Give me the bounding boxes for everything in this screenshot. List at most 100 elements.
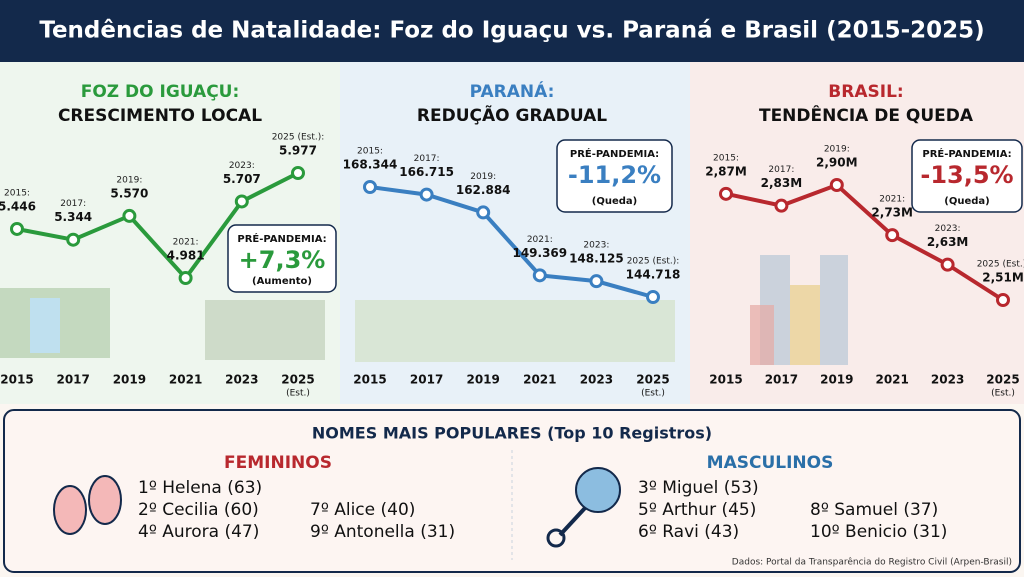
x-tick-label: 2021 bbox=[523, 373, 556, 387]
point-year: 2017: bbox=[60, 199, 86, 209]
chart-subtitle: TENDÊNCIA DE QUEDA bbox=[759, 104, 974, 126]
point-year: 2019: bbox=[116, 175, 142, 185]
point-year: 2023: bbox=[229, 161, 255, 171]
name-item: 5º Arthur (45) bbox=[638, 500, 756, 520]
value-label: 5.446 bbox=[0, 199, 36, 213]
x-tick-label: 2019 bbox=[820, 373, 853, 387]
value-label: 2,87M bbox=[705, 164, 747, 178]
name-item: 1º Helena (63) bbox=[138, 478, 262, 498]
point bbox=[646, 290, 660, 304]
name-item: 6º Ravi (43) bbox=[638, 522, 739, 542]
name-item: 8º Samuel (37) bbox=[810, 500, 938, 520]
value-label: 2,63M bbox=[927, 235, 969, 249]
line bbox=[369, 185, 654, 299]
value-label: 4.981 bbox=[167, 249, 205, 263]
point-year: 2021: bbox=[879, 195, 905, 205]
x-tick-label: 2017 bbox=[56, 373, 89, 387]
value-label: 5.570 bbox=[110, 186, 148, 200]
point bbox=[291, 166, 305, 180]
point bbox=[996, 293, 1010, 307]
point bbox=[419, 187, 434, 202]
point-year: 2017: bbox=[414, 154, 440, 164]
x-tick-label: 2025 bbox=[636, 373, 669, 387]
x-tick-note: (Est.) bbox=[991, 389, 1015, 399]
decoration bbox=[820, 255, 848, 365]
point bbox=[940, 257, 955, 272]
callout-value: -11,2% bbox=[568, 161, 661, 189]
value-label: 5.977 bbox=[279, 144, 317, 158]
chart-title: FOZ DO IGUAÇU: bbox=[81, 82, 240, 102]
decoration bbox=[355, 300, 675, 362]
chart-title: BRASIL: bbox=[828, 82, 903, 102]
callout-label: PRÉ-PANDEMIA: bbox=[237, 232, 326, 245]
callout-label: PRÉ-PANDEMIA: bbox=[922, 147, 1011, 160]
x-tick-note: (Est.) bbox=[286, 389, 310, 399]
names-panel bbox=[3, 409, 1021, 573]
source: Dados: Portal da Transparência do Regist… bbox=[732, 557, 1012, 568]
x-tick-label: 2017 bbox=[765, 373, 798, 387]
point bbox=[829, 178, 844, 192]
point-year: 2015: bbox=[4, 188, 30, 198]
line bbox=[16, 171, 299, 282]
callout-value: -13,5% bbox=[920, 161, 1013, 189]
chart-title: PARANÁ: bbox=[470, 80, 555, 102]
value-label: 144.718 bbox=[626, 268, 681, 282]
x-tick-label: 2015 bbox=[0, 373, 33, 387]
point-year: 2015: bbox=[357, 147, 383, 157]
point-year: 2015: bbox=[713, 153, 739, 163]
value-label: 166.715 bbox=[399, 165, 454, 179]
decoration bbox=[790, 285, 820, 365]
name-item: 9º Antonella (31) bbox=[310, 522, 455, 542]
x-tick-label: 2015 bbox=[709, 373, 742, 387]
x-tick-label: 2019 bbox=[113, 373, 146, 387]
point bbox=[476, 205, 491, 220]
point bbox=[885, 228, 900, 243]
x-tick-label: 2019 bbox=[466, 373, 499, 387]
rattle-icon bbox=[546, 467, 621, 548]
point-year: 2023: bbox=[935, 224, 961, 234]
point bbox=[178, 271, 193, 285]
name-item: 4º Aurora (47) bbox=[138, 522, 259, 542]
callout-note: (Queda) bbox=[944, 196, 989, 207]
x-tick-label: 2021 bbox=[875, 373, 908, 387]
decoration bbox=[205, 300, 325, 360]
callout-box bbox=[556, 139, 673, 213]
names-title: NOMES MAIS POPULARES (Top 10 Registros) bbox=[312, 424, 712, 443]
value-label: 149.369 bbox=[512, 246, 567, 260]
x-tick-label: 2021 bbox=[169, 373, 202, 387]
name-item: 7º Alice (40) bbox=[310, 500, 415, 520]
value-label: 2,51M bbox=[982, 271, 1024, 285]
line bbox=[725, 182, 1005, 302]
decoration bbox=[30, 298, 60, 353]
x-tick-label: 2015 bbox=[353, 373, 386, 387]
page-title: Tendências de Natalidade: Foz do Iguaçu … bbox=[39, 18, 984, 44]
decoration bbox=[750, 305, 774, 365]
value-label: 5.344 bbox=[54, 210, 92, 224]
point bbox=[363, 180, 377, 194]
x-tick-label: 2023 bbox=[931, 373, 964, 387]
x-tick-label: 2025 bbox=[281, 373, 314, 387]
female-title: FEMININOS bbox=[224, 453, 332, 473]
point-year: 2017: bbox=[768, 165, 794, 175]
callout-note: (Queda) bbox=[592, 196, 637, 207]
point bbox=[774, 198, 789, 213]
header bbox=[0, 0, 1024, 62]
point-year: 2019: bbox=[470, 172, 496, 182]
callout-value: +7,3% bbox=[239, 246, 326, 274]
panel-bg bbox=[690, 62, 1024, 404]
point bbox=[234, 194, 249, 209]
point bbox=[122, 208, 137, 223]
x-tick-label: 2023 bbox=[580, 373, 613, 387]
point-year: 2021: bbox=[173, 238, 199, 248]
male-title: MASCULINOS bbox=[707, 453, 834, 473]
name-item: 2º Cecilia (60) bbox=[138, 500, 259, 520]
chart-subtitle: REDUÇÃO GRADUAL bbox=[417, 103, 607, 126]
x-tick-label: 2025 bbox=[986, 373, 1019, 387]
point bbox=[66, 232, 81, 247]
callout-box bbox=[911, 139, 1023, 213]
point-year: 2021: bbox=[527, 235, 553, 245]
callout-box bbox=[227, 224, 337, 293]
value-label: 2,83M bbox=[761, 176, 803, 190]
callout-label: PRÉ-PANDEMIA: bbox=[570, 147, 659, 160]
